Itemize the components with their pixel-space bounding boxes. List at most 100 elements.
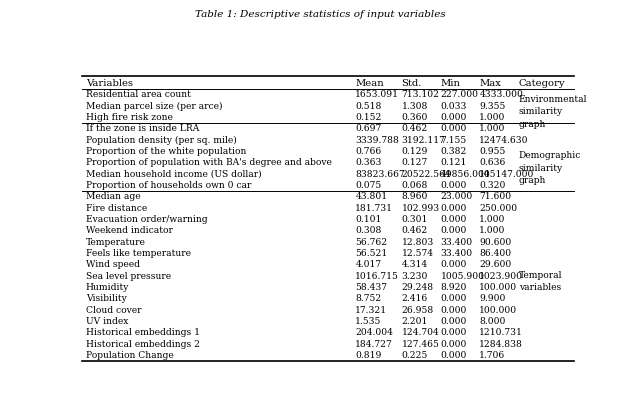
Text: Population density (per sq. mile): Population density (per sq. mile) xyxy=(86,136,237,145)
Text: 127.465: 127.465 xyxy=(401,339,439,349)
Text: 102.993: 102.993 xyxy=(401,203,440,212)
Text: Population Change: Population Change xyxy=(86,351,173,360)
Text: 1005.900: 1005.900 xyxy=(440,272,484,281)
Text: 0.697: 0.697 xyxy=(355,124,381,133)
Text: 4.314: 4.314 xyxy=(401,260,428,269)
Text: 0.101: 0.101 xyxy=(355,215,381,224)
Text: 3192.117: 3192.117 xyxy=(401,136,445,145)
Text: 100.000: 100.000 xyxy=(479,283,517,292)
Text: 181.731: 181.731 xyxy=(355,203,393,212)
Text: 3339.788: 3339.788 xyxy=(355,136,399,145)
Text: 0.152: 0.152 xyxy=(355,113,381,122)
Text: Feels like temperature: Feels like temperature xyxy=(86,249,191,258)
Text: 0.000: 0.000 xyxy=(440,226,467,235)
Text: 20522.564: 20522.564 xyxy=(401,170,451,179)
Text: Std.: Std. xyxy=(401,79,422,88)
Text: 0.636: 0.636 xyxy=(479,158,506,167)
Text: 0.000: 0.000 xyxy=(440,317,467,326)
Text: 8.920: 8.920 xyxy=(440,283,467,292)
Text: 23.000: 23.000 xyxy=(440,192,473,201)
Text: 0.819: 0.819 xyxy=(355,351,381,360)
Text: Min: Min xyxy=(440,79,461,88)
Text: 0.000: 0.000 xyxy=(440,215,467,224)
Text: 58.437: 58.437 xyxy=(355,283,387,292)
Text: 0.000: 0.000 xyxy=(440,203,467,212)
Text: 26.958: 26.958 xyxy=(401,305,434,314)
Text: 1.706: 1.706 xyxy=(479,351,506,360)
Text: 0.075: 0.075 xyxy=(355,181,381,190)
Text: 86.400: 86.400 xyxy=(479,249,511,258)
Text: 0.000: 0.000 xyxy=(440,351,467,360)
Text: 1210.731: 1210.731 xyxy=(479,328,523,337)
Text: 90.600: 90.600 xyxy=(479,238,511,247)
Text: 56.762: 56.762 xyxy=(355,238,387,247)
Text: 33.400: 33.400 xyxy=(440,249,473,258)
Text: 1653.091: 1653.091 xyxy=(355,90,399,99)
Text: Historical embeddings 2: Historical embeddings 2 xyxy=(86,339,200,349)
Text: 0.033: 0.033 xyxy=(440,102,467,111)
Text: 124.704: 124.704 xyxy=(401,328,439,337)
Text: 8.960: 8.960 xyxy=(401,192,428,201)
Text: 0.000: 0.000 xyxy=(440,181,467,190)
Text: Proportion of population with BA's degree and above: Proportion of population with BA's degre… xyxy=(86,158,332,167)
Text: 0.000: 0.000 xyxy=(440,113,467,122)
Text: 1.000: 1.000 xyxy=(479,215,506,224)
Text: UV index: UV index xyxy=(86,317,129,326)
Text: 0.518: 0.518 xyxy=(355,102,381,111)
Text: 7.155: 7.155 xyxy=(440,136,467,145)
Text: 1284.838: 1284.838 xyxy=(479,339,523,349)
Text: 83823.667: 83823.667 xyxy=(355,170,405,179)
Text: 9.355: 9.355 xyxy=(479,102,506,111)
Text: 0.360: 0.360 xyxy=(401,113,428,122)
Text: 0.308: 0.308 xyxy=(355,226,381,235)
Text: Cloud cover: Cloud cover xyxy=(86,305,141,314)
Text: 0.068: 0.068 xyxy=(401,181,428,190)
Text: 8.000: 8.000 xyxy=(479,317,506,326)
Text: Temporal
variables: Temporal variables xyxy=(519,271,563,293)
Text: High fire risk zone: High fire risk zone xyxy=(86,113,173,122)
Text: 0.320: 0.320 xyxy=(479,181,506,190)
Text: 0.000: 0.000 xyxy=(440,305,467,314)
Text: 1023.900: 1023.900 xyxy=(479,272,524,281)
Text: 56.521: 56.521 xyxy=(355,249,388,258)
Text: Visibility: Visibility xyxy=(86,294,127,303)
Text: Proportion of the white population: Proportion of the white population xyxy=(86,147,246,156)
Text: Wind speed: Wind speed xyxy=(86,260,140,269)
Text: 1.535: 1.535 xyxy=(355,317,381,326)
Text: Median parcel size (per arce): Median parcel size (per arce) xyxy=(86,102,223,111)
Text: 0.301: 0.301 xyxy=(401,215,428,224)
Text: Max: Max xyxy=(479,79,501,88)
Text: 250.000: 250.000 xyxy=(479,203,517,212)
Text: 4.017: 4.017 xyxy=(355,260,381,269)
Text: 29.600: 29.600 xyxy=(479,260,511,269)
Text: If the zone is inside LRA: If the zone is inside LRA xyxy=(86,124,199,133)
Text: 12.574: 12.574 xyxy=(401,249,433,258)
Text: Median age: Median age xyxy=(86,192,141,201)
Text: 8.752: 8.752 xyxy=(355,294,381,303)
Text: 9.900: 9.900 xyxy=(479,294,506,303)
Text: Residential area count: Residential area count xyxy=(86,90,191,99)
Text: 29.248: 29.248 xyxy=(401,283,433,292)
Text: 43.801: 43.801 xyxy=(355,192,387,201)
Text: 49856.000: 49856.000 xyxy=(440,170,490,179)
Text: 227.000: 227.000 xyxy=(440,90,479,99)
Text: 0.955: 0.955 xyxy=(479,147,506,156)
Text: 33.400: 33.400 xyxy=(440,238,473,247)
Text: 12.803: 12.803 xyxy=(401,238,434,247)
Text: 1.000: 1.000 xyxy=(479,124,506,133)
Text: 0.129: 0.129 xyxy=(401,147,428,156)
Text: 3.230: 3.230 xyxy=(401,272,428,281)
Text: Table 1: Descriptive statistics of input variables: Table 1: Descriptive statistics of input… xyxy=(195,10,445,19)
Text: 0.363: 0.363 xyxy=(355,158,381,167)
Text: 1.308: 1.308 xyxy=(401,102,428,111)
Text: 17.321: 17.321 xyxy=(355,305,387,314)
Text: 71.600: 71.600 xyxy=(479,192,511,201)
Text: 0.000: 0.000 xyxy=(440,294,467,303)
Text: 0.382: 0.382 xyxy=(440,147,467,156)
Text: Historical embeddings 1: Historical embeddings 1 xyxy=(86,328,200,337)
Text: Proportion of households own 0 car: Proportion of households own 0 car xyxy=(86,181,252,190)
Text: Median household income (US dollar): Median household income (US dollar) xyxy=(86,170,262,179)
Text: Category: Category xyxy=(519,79,566,88)
Text: 184.727: 184.727 xyxy=(355,339,393,349)
Text: Humidity: Humidity xyxy=(86,283,129,292)
